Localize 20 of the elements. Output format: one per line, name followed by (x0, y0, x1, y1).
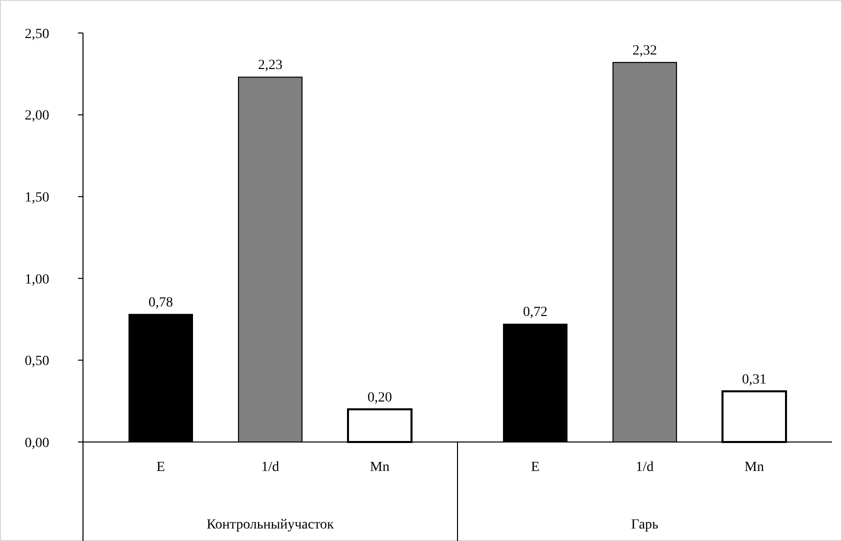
y-tick-label: 2,50 (24, 26, 50, 42)
x-tick-label: Гарь (631, 517, 658, 532)
text: 1/d (636, 460, 654, 475)
data-label: 0,31 (742, 372, 767, 388)
y-tick-label: 1,00 (24, 272, 50, 288)
series-label: 1/d (261, 460, 280, 475)
y-tick-label: 0,50 (24, 354, 50, 370)
data-label: 0,20 (368, 390, 392, 406)
text: Mn (744, 460, 764, 475)
data-label: 2,32 (632, 43, 657, 58)
text: E (530, 460, 540, 475)
series-label: Mn (370, 460, 390, 475)
series-label: E (156, 460, 166, 475)
data-label: 2,23 (258, 58, 282, 74)
y-tick-label: 0,00 (24, 436, 50, 451)
data-label: 0,72 (522, 305, 548, 320)
x-tick-label: Контрольныйучасток (206, 517, 334, 532)
data-label: 0,78 (148, 295, 173, 310)
y-tick-label: 1,50 (24, 190, 50, 206)
y-tick-label: 2,00 (24, 108, 50, 124)
